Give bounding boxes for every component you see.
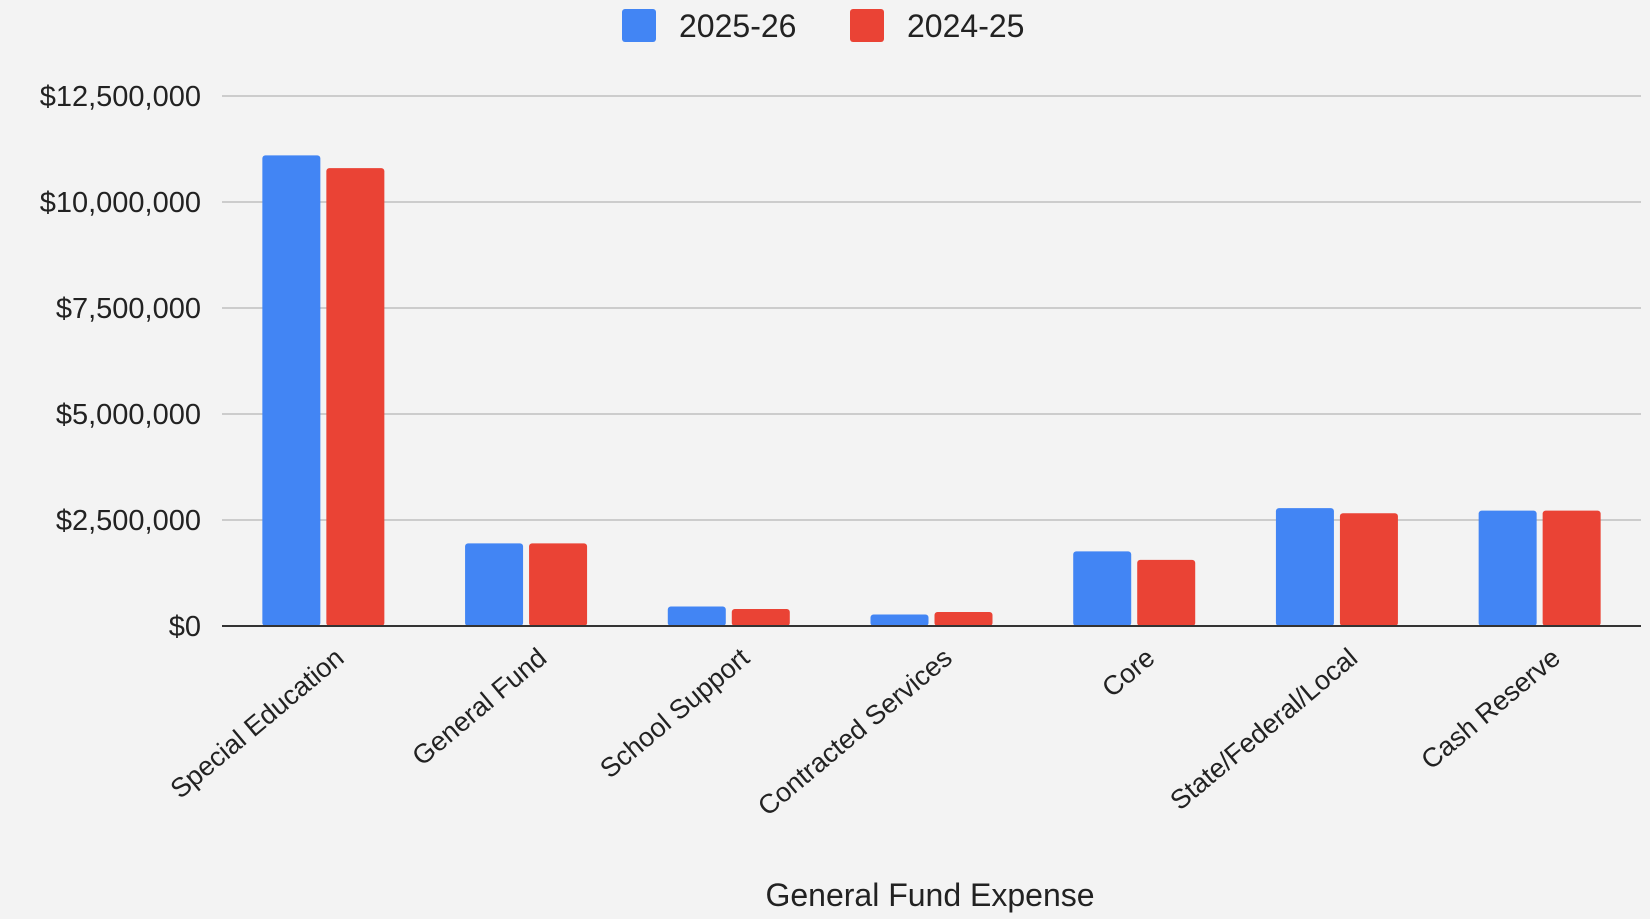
bar-2025-26-state-federal-local <box>1275 508 1334 626</box>
bars <box>262 155 1601 627</box>
legend: 2025-26 2024-25 <box>622 8 1024 44</box>
x-axis-category-labels: Special Education General Fund School Supp… <box>165 642 1566 822</box>
bar-2025-26-cash-reserve <box>1478 510 1537 626</box>
x-category-label: State/Federal/Local <box>1164 642 1363 815</box>
bar-2024-25-cash-reserve <box>1542 510 1601 626</box>
y-tick-label: $10,000,000 <box>40 187 201 219</box>
y-axis-ticks: $0 $2,500,000 $5,000,000 $7,500,000 $10,000,… <box>40 81 201 643</box>
bar-2025-26-special-education <box>262 155 321 627</box>
bar-2025-26-contracted-services <box>870 614 929 626</box>
bar-2025-26-core <box>1073 551 1132 626</box>
legend-label: 2025-26 <box>679 8 796 44</box>
x-category-label: Contracted Services <box>752 642 958 821</box>
bar-2024-25-core <box>1137 559 1196 626</box>
bar-2024-25-contracted-services <box>934 612 993 626</box>
y-tick-label: $2,500,000 <box>56 505 201 537</box>
x-category-label: Special Education <box>165 642 350 804</box>
y-tick-label: $7,500,000 <box>56 293 201 325</box>
x-category-label: School Support <box>594 642 755 784</box>
x-axis-title: General Fund Expense <box>765 877 1094 913</box>
bar-2025-26-school-support <box>667 606 726 626</box>
legend-swatch <box>622 9 656 42</box>
x-category-label: General Fund <box>407 642 553 771</box>
y-tick-label: $12,500,000 <box>40 81 201 113</box>
bar-2024-25-general-fund <box>529 543 588 626</box>
x-category-label: Cash Reserve <box>1416 642 1566 775</box>
bar-2024-25-state-federal-local <box>1339 513 1398 626</box>
x-category-label: Core <box>1096 642 1160 703</box>
legend-label: 2024-25 <box>907 8 1024 44</box>
legend-swatch <box>850 9 884 42</box>
bar-2024-25-special-education <box>326 168 385 626</box>
y-tick-label: $5,000,000 <box>56 399 201 431</box>
gridlines <box>222 95 1641 521</box>
bar-2025-26-general-fund <box>465 543 524 626</box>
y-tick-label: $0 <box>169 611 201 643</box>
bar-2024-25-school-support <box>731 609 790 626</box>
